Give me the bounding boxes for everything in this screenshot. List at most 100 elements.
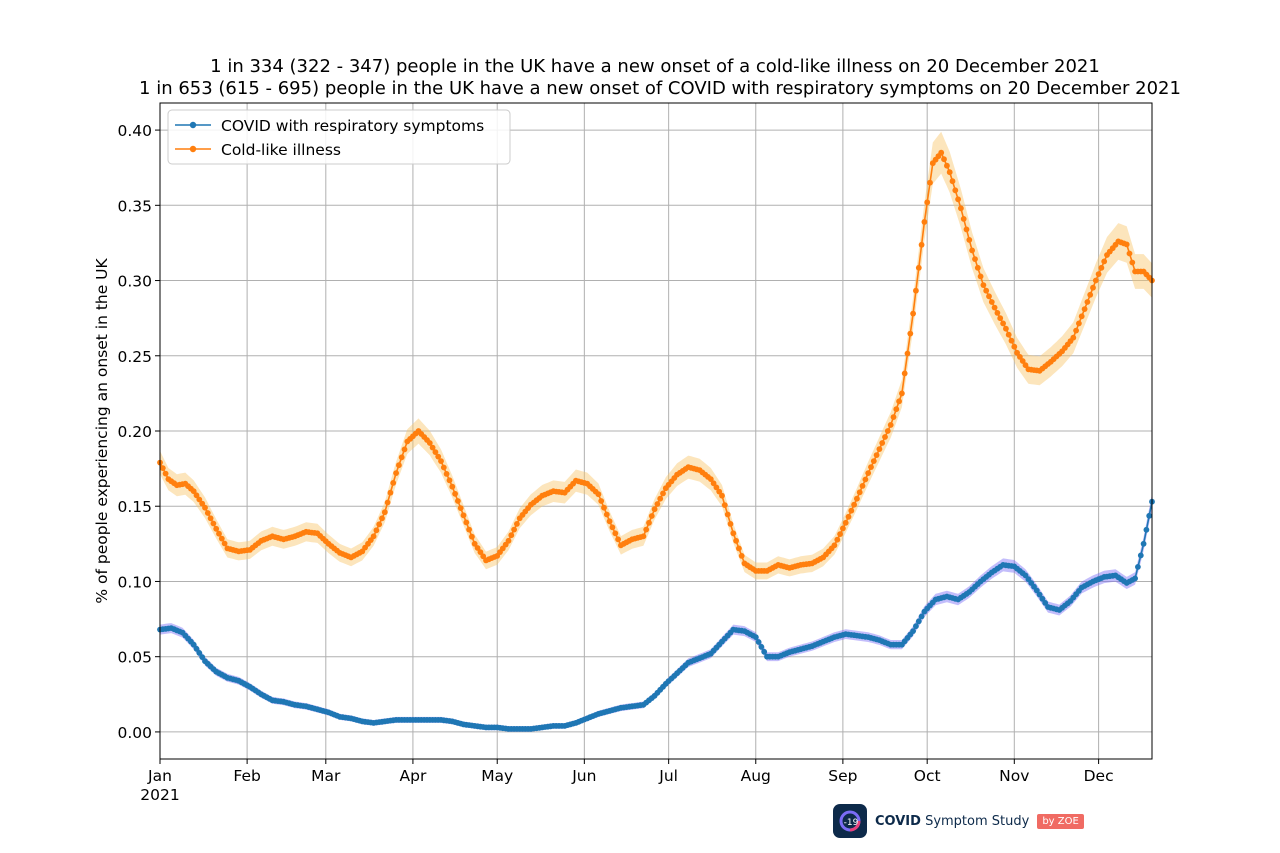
- data-point: [1129, 259, 1136, 266]
- data-point: [845, 513, 852, 520]
- data-point: [196, 496, 203, 503]
- data-point: [660, 490, 666, 497]
- legend-label: COVID with respiratory symptoms: [221, 117, 484, 135]
- data-point: [202, 504, 208, 511]
- data-point: [983, 287, 990, 294]
- data-point: [969, 247, 975, 254]
- data-point: [882, 434, 888, 440]
- data-point: [199, 500, 206, 507]
- data-point: [977, 273, 984, 280]
- data-point: [376, 521, 383, 528]
- data-point: [381, 509, 388, 516]
- data-point: [994, 310, 1001, 316]
- data-point: [1005, 331, 1012, 338]
- data-point: [1017, 354, 1023, 360]
- data-point: [370, 533, 377, 540]
- data-point: [190, 488, 197, 495]
- data-point: [899, 390, 905, 397]
- data-point: [904, 350, 911, 357]
- data-point: [752, 634, 759, 640]
- data-point: [963, 226, 970, 233]
- data-point: [856, 489, 863, 496]
- data-point: [640, 533, 647, 540]
- legend-swatch-marker: [189, 121, 197, 129]
- data-point: [1137, 552, 1144, 559]
- data-point: [196, 650, 203, 656]
- data-point: [159, 465, 166, 471]
- x-tick-label: Oct: [914, 767, 941, 785]
- data-point: [373, 527, 380, 534]
- data-point: [918, 241, 925, 248]
- data-point: [210, 520, 217, 527]
- data-point: [1014, 349, 1020, 356]
- data-point: [921, 219, 928, 225]
- data-point: [190, 641, 197, 648]
- data-point: [398, 454, 405, 461]
- data-point: [758, 644, 765, 650]
- data-point: [612, 530, 619, 537]
- data-point: [966, 237, 973, 243]
- y-tick-label: 0.05: [117, 649, 152, 667]
- data-point: [643, 526, 650, 533]
- y-tick-label: 0.15: [117, 498, 152, 516]
- data-point: [1140, 540, 1147, 547]
- data-point: [193, 645, 200, 652]
- data-point: [952, 187, 959, 194]
- data-point: [730, 530, 737, 537]
- data-point: [1143, 526, 1150, 533]
- data-point: [204, 510, 211, 516]
- data-point: [913, 287, 919, 294]
- data-point: [651, 506, 658, 513]
- data-point: [477, 549, 484, 555]
- data-point: [449, 483, 456, 490]
- logo-wordmark-rest: Symptom Study: [920, 813, 1030, 829]
- data-point: [924, 199, 931, 206]
- x-tick-label: Nov: [999, 767, 1029, 785]
- data-point: [213, 525, 220, 532]
- y-tick-label: 0.40: [117, 122, 152, 140]
- x-tick-label: Jun: [571, 767, 596, 785]
- data-point: [1000, 320, 1006, 327]
- badge-text: -19: [844, 818, 859, 828]
- data-point: [890, 414, 897, 420]
- data-point: [463, 519, 470, 526]
- data-point: [440, 464, 447, 471]
- data-point: [474, 545, 481, 551]
- data-point: [974, 264, 981, 271]
- data-point: [721, 502, 728, 508]
- data-point: [452, 490, 458, 497]
- data-point: [927, 179, 933, 186]
- data-point: [432, 449, 439, 455]
- data-point: [1042, 600, 1049, 606]
- data-point: [859, 483, 866, 489]
- data-point: [941, 156, 947, 163]
- data-point: [991, 304, 998, 311]
- data-point: [716, 488, 723, 495]
- data-point: [713, 484, 720, 491]
- data-point: [595, 491, 602, 498]
- data-point: [755, 639, 762, 645]
- data-point: [972, 256, 978, 262]
- data-point: [1022, 362, 1029, 369]
- data-point: [873, 452, 880, 458]
- data-point: [162, 470, 169, 477]
- data-point: [848, 507, 855, 514]
- y-axis-label: % of people experiencing an onset in the…: [93, 257, 111, 603]
- data-point: [958, 205, 964, 212]
- data-point: [851, 501, 857, 508]
- data-point: [938, 149, 945, 156]
- data-point: [733, 537, 739, 544]
- data-point: [949, 178, 956, 185]
- data-point: [657, 495, 664, 502]
- data-point: [1076, 320, 1082, 327]
- data-point: [466, 526, 472, 533]
- data-point: [1039, 595, 1046, 602]
- data-point: [199, 654, 206, 660]
- data-point: [901, 370, 908, 377]
- data-point: [907, 330, 914, 337]
- data-point: [457, 505, 464, 511]
- data-point: [1101, 258, 1108, 265]
- y-tick-label: 0.25: [117, 348, 152, 366]
- data-point: [1146, 512, 1153, 519]
- data-point: [736, 545, 742, 552]
